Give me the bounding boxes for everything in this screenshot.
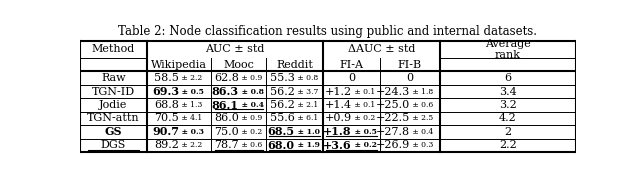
Text: +3.6: +3.6 [323,140,351,151]
Text: ± 1.9: ± 1.9 [294,141,319,149]
Text: ± 0.8: ± 0.8 [294,74,318,82]
Text: ± 0.6: ± 0.6 [239,141,262,149]
Text: 69.3: 69.3 [152,86,179,97]
Text: TGN-attn: TGN-attn [87,113,140,124]
Text: ± 0.3: ± 0.3 [179,128,204,136]
Text: 86.3: 86.3 [212,86,239,97]
Text: 2: 2 [504,127,511,137]
Text: ± 0.8: ± 0.8 [239,88,264,96]
Text: ± 3.7: ± 3.7 [294,88,318,96]
Text: ± 0.4: ± 0.4 [410,128,433,136]
Text: 78.7: 78.7 [214,140,239,150]
Text: +27.8: +27.8 [376,127,410,137]
Text: +1.4: +1.4 [324,100,351,110]
Text: DGS: DGS [100,140,126,150]
Text: 6: 6 [504,73,511,83]
Text: 55.3: 55.3 [269,73,294,83]
Text: ± 0.4: ± 0.4 [239,101,264,109]
Text: ± 2.1: ± 2.1 [294,101,318,109]
Text: 62.8: 62.8 [214,73,239,83]
Text: 0: 0 [348,73,355,83]
Text: ± 0.9: ± 0.9 [239,115,262,122]
Text: ± 1.8: ± 1.8 [410,88,433,96]
Text: 68.8: 68.8 [154,100,179,110]
Text: 68.0: 68.0 [268,140,294,151]
Text: 55.6: 55.6 [269,113,294,124]
Text: TGN-ID: TGN-ID [92,87,135,97]
Text: ± 0.2: ± 0.2 [351,115,375,122]
Text: ± 0.3: ± 0.3 [410,141,433,149]
Text: ± 2.2: ± 2.2 [179,74,202,82]
Text: FI-B: FI-B [398,60,422,70]
Text: ± 4.1: ± 4.1 [179,115,202,122]
Text: ± 0.5: ± 0.5 [179,88,204,96]
Text: +24.3: +24.3 [376,87,410,97]
Text: +25.0: +25.0 [376,100,410,110]
Text: 3.4: 3.4 [499,87,516,97]
Text: FI-A: FI-A [340,60,364,70]
Text: ± 0.5: ± 0.5 [351,128,376,136]
Text: ± 1.3: ± 1.3 [179,101,203,109]
Text: 89.2: 89.2 [154,140,179,150]
Text: 86.1: 86.1 [212,99,239,110]
Text: +26.9: +26.9 [376,140,410,150]
Text: Average
rank: Average rank [485,39,531,60]
Text: 56.2: 56.2 [269,87,294,97]
Text: 68.5: 68.5 [268,126,294,137]
Text: 70.5: 70.5 [154,113,179,124]
Text: ± 1.0: ± 1.0 [294,128,319,136]
Text: 58.5: 58.5 [154,73,179,83]
Text: ± 0.1: ± 0.1 [351,101,375,109]
Text: 4.2: 4.2 [499,113,516,124]
Text: +22.5: +22.5 [376,113,410,124]
Text: ± 0.6: ± 0.6 [410,101,433,109]
Text: ± 0.2: ± 0.2 [239,128,262,136]
Text: ΔAUC ± std: ΔAUC ± std [348,44,415,55]
Text: +1.8: +1.8 [323,126,351,137]
Text: AUC ± std: AUC ± std [205,44,265,55]
Text: ± 2.5: ± 2.5 [410,115,433,122]
Text: ± 0.1: ± 0.1 [351,88,375,96]
Text: 3.2: 3.2 [499,100,516,110]
Text: GS: GS [105,126,122,137]
Text: ± 2.2: ± 2.2 [179,141,202,149]
Text: ± 6.1: ± 6.1 [294,115,318,122]
Text: 75.0: 75.0 [214,127,239,137]
Text: ± 0.9: ± 0.9 [239,74,262,82]
Text: Table 2: Node classification results using public and internal datasets.: Table 2: Node classification results usi… [118,25,538,38]
Text: Wikipedia: Wikipedia [151,60,207,70]
Text: Mooc: Mooc [223,60,254,70]
Text: +1.2: +1.2 [324,87,351,97]
Text: Jodie: Jodie [99,100,127,110]
Text: 56.2: 56.2 [269,100,294,110]
Text: 2.2: 2.2 [499,140,516,150]
Text: Method: Method [92,44,135,55]
Text: 0: 0 [406,73,413,83]
Text: 90.7: 90.7 [152,126,179,137]
Text: 86.0: 86.0 [214,113,239,124]
Text: Reddit: Reddit [276,60,313,70]
Text: ± 0.2: ± 0.2 [351,141,376,149]
Text: Raw: Raw [101,73,126,83]
Text: +0.9: +0.9 [324,113,351,124]
